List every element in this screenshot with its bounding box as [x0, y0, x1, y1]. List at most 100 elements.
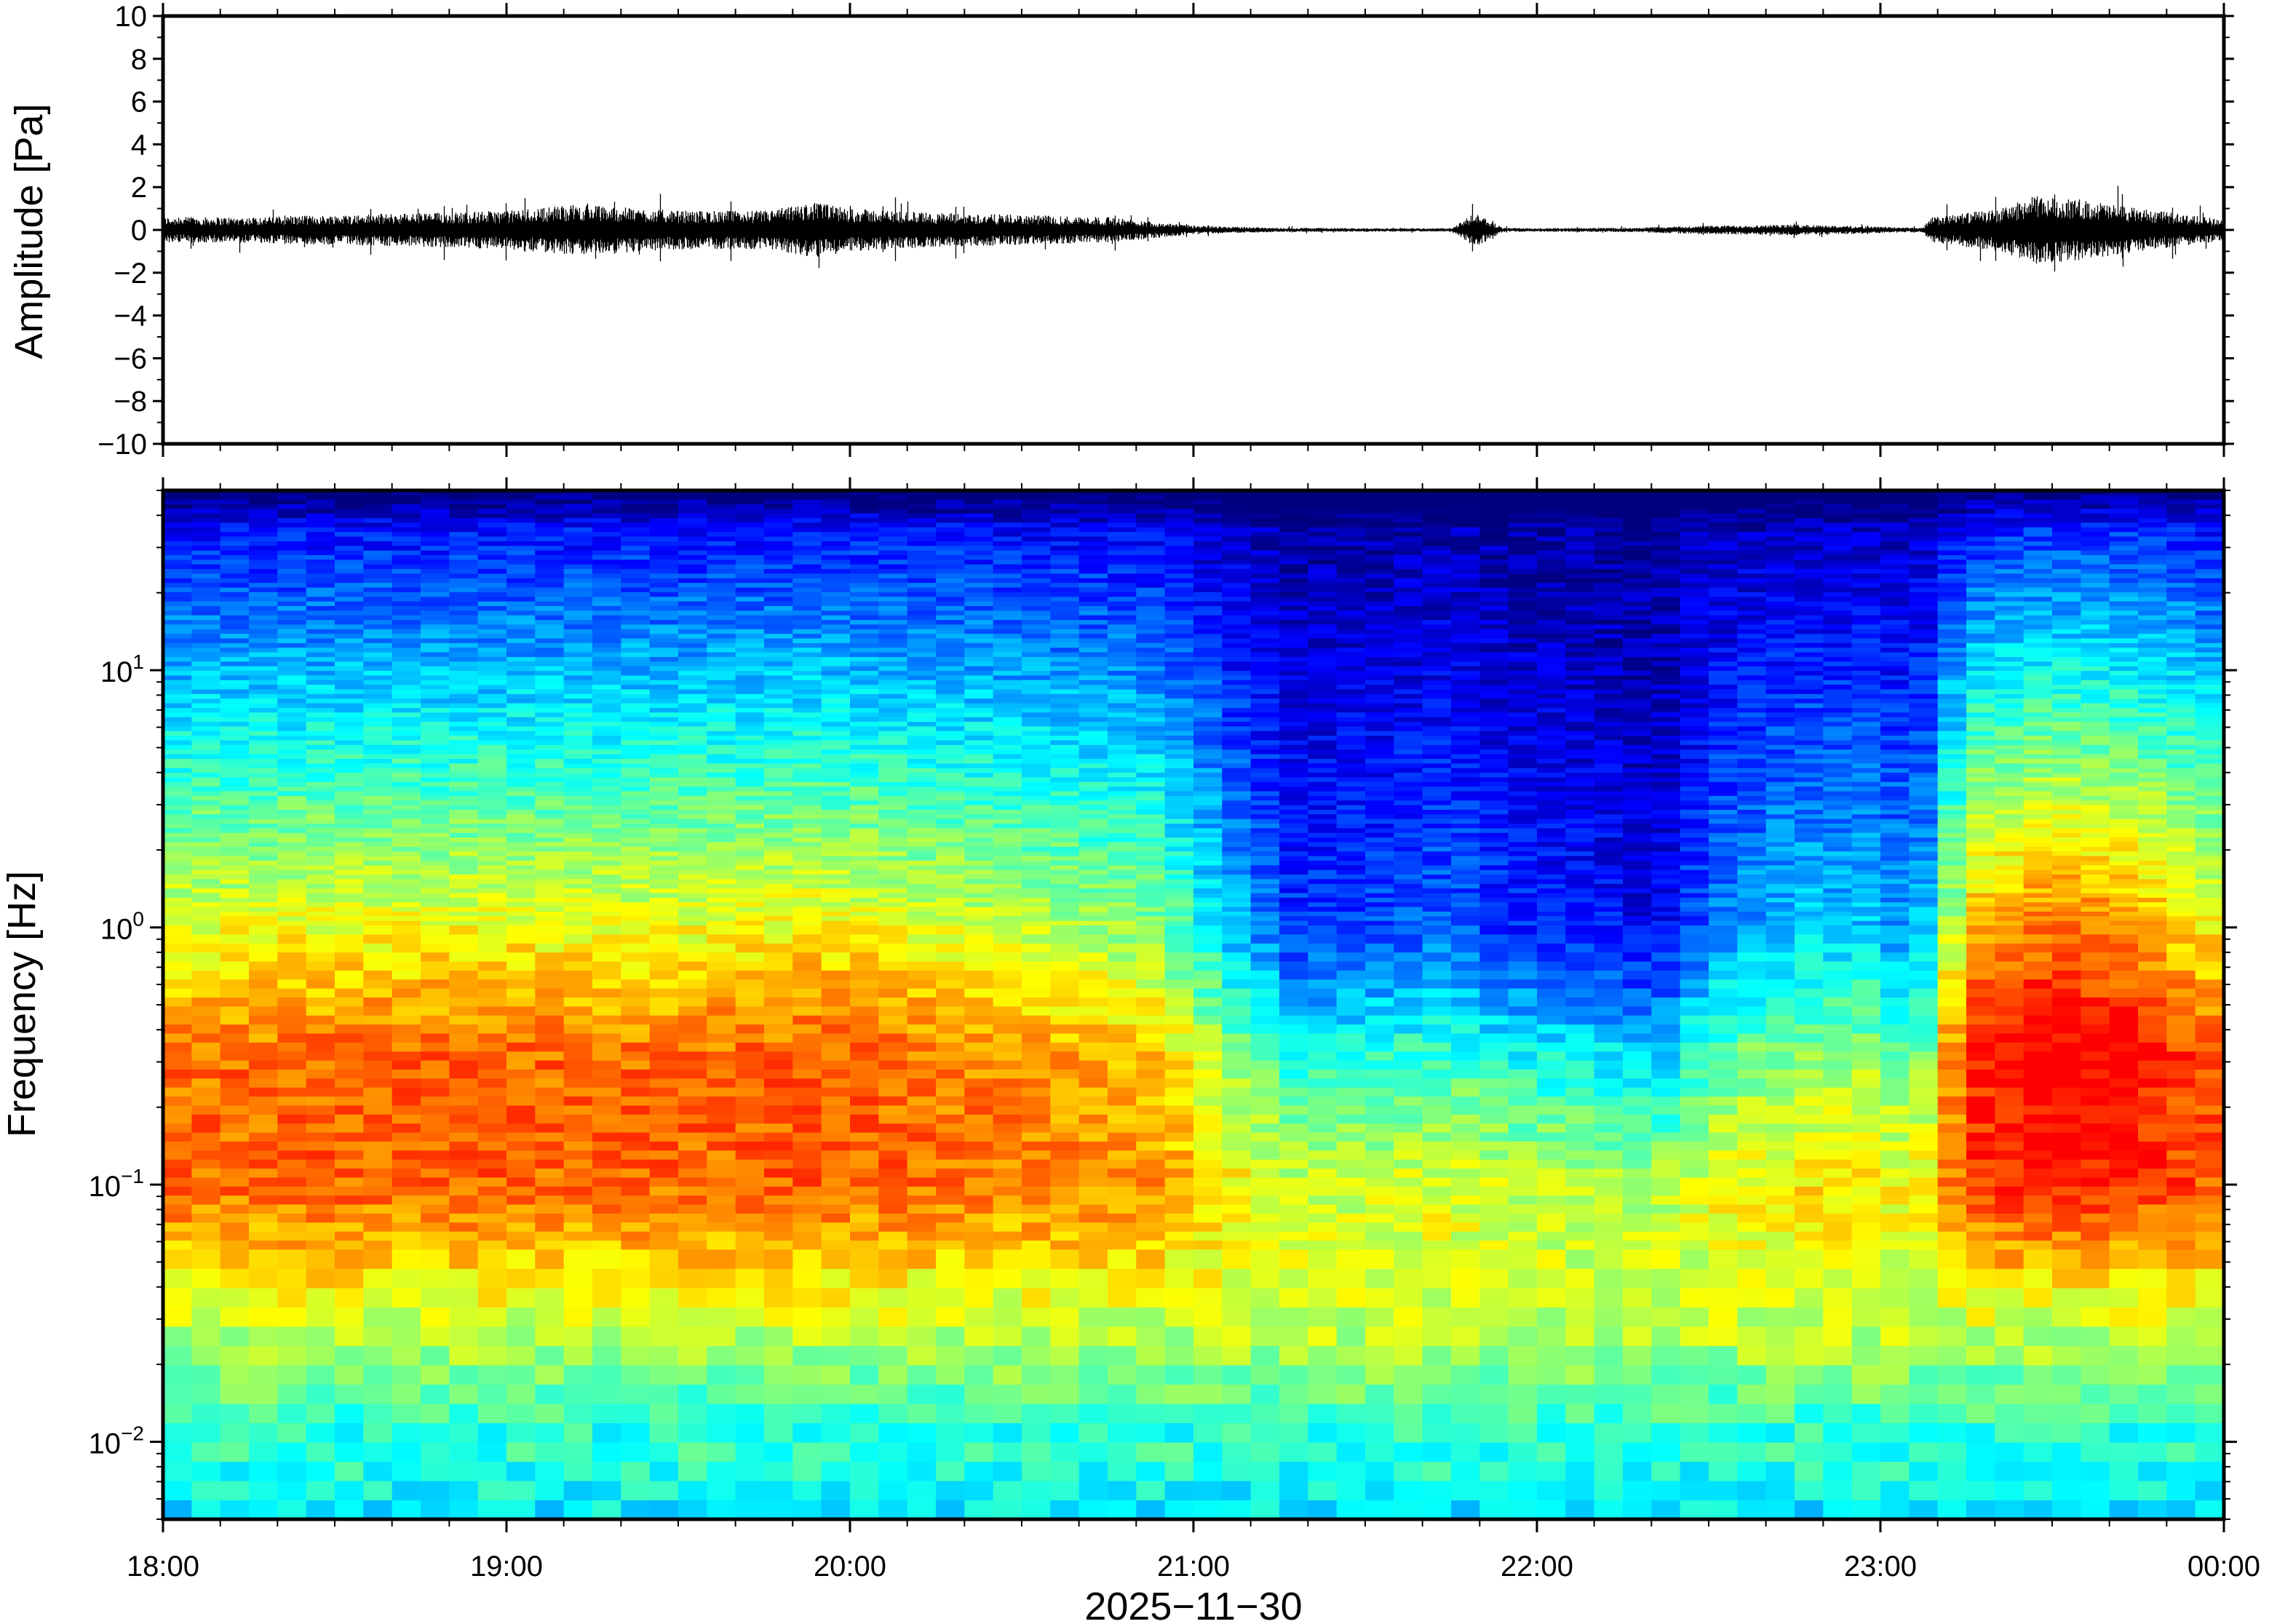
spectrogram-cell — [792, 670, 822, 676]
spectrogram-cell — [735, 855, 765, 861]
spectrogram-cell — [1078, 841, 1108, 847]
spectrogram-cell — [993, 1024, 1022, 1034]
spectrogram-cell — [592, 1186, 621, 1196]
spectrogram-cell — [1108, 1024, 1137, 1034]
spectrogram-cell — [449, 637, 479, 643]
spectrogram-cell — [1108, 864, 1137, 870]
spectrogram-cell — [735, 1051, 765, 1061]
spectrogram-cell — [563, 1177, 593, 1187]
spectrogram-cell — [477, 527, 507, 533]
spectrogram-cell — [249, 758, 278, 764]
spectrogram-cell — [191, 786, 221, 792]
spectrogram-cell — [449, 841, 479, 847]
spectrogram-cell — [249, 605, 278, 611]
spectrogram-cell — [735, 1403, 765, 1424]
spectrogram-cell — [821, 1203, 851, 1214]
spectrogram-cell — [249, 869, 278, 875]
spectrogram-cell — [678, 596, 707, 602]
spectrogram-cell — [678, 656, 707, 662]
spectrogram-cell — [535, 499, 565, 504]
spectrogram-cell — [535, 832, 565, 838]
spectrogram-cell — [421, 934, 450, 944]
spectrogram-cell — [477, 1268, 507, 1289]
spectrogram-cell — [821, 758, 851, 764]
spectrogram-cell — [735, 920, 765, 926]
spectrogram-cell — [220, 864, 250, 870]
spectrogram-cell — [563, 979, 593, 989]
spectrogram-cell — [878, 642, 908, 648]
spectrogram-cell — [163, 536, 192, 541]
spectrogram-cell — [678, 1500, 707, 1519]
spectrogram-cell — [964, 522, 994, 528]
spectrogram-cell — [649, 1150, 679, 1160]
spectrogram-cell — [191, 763, 221, 768]
spectrogram-cell — [191, 906, 221, 912]
spectrogram-cell — [535, 915, 565, 921]
spectrogram-cell — [421, 1326, 450, 1346]
spectrogram-cell — [764, 1096, 793, 1106]
spectrogram-cell — [621, 541, 651, 546]
spectrogram-cell — [707, 559, 736, 565]
spectrogram-cell — [163, 1422, 192, 1443]
spectrogram-cell — [1022, 702, 1051, 708]
spectrogram-cell — [764, 878, 793, 884]
spectrogram-cell — [850, 827, 879, 833]
spectrogram-cell — [821, 582, 851, 588]
spectrogram-cell — [993, 874, 1022, 880]
spectrogram-cell — [735, 1114, 765, 1124]
spectrogram-cell — [964, 819, 994, 824]
spectrogram-cell — [477, 943, 507, 953]
spectrogram-cell — [821, 795, 851, 801]
spectrogram-cell — [1050, 1222, 1080, 1232]
spectrogram-cell — [1108, 911, 1137, 917]
spectrogram-cell — [1022, 823, 1051, 829]
spectrogram-cell — [821, 901, 851, 907]
spectrogram-cell — [907, 915, 937, 921]
spectrogram-cell — [477, 920, 507, 926]
spectrogram-cell — [621, 731, 651, 736]
spectrogram-cell — [563, 610, 593, 616]
spectrogram-cell — [506, 1087, 536, 1097]
spectrogram-cell — [850, 1249, 879, 1269]
spectrogram-cell — [506, 592, 536, 597]
spectrogram-cell — [449, 541, 479, 546]
spectrogram-cell — [878, 1168, 908, 1178]
spectrogram-cell — [878, 855, 908, 861]
spectrogram-cell — [1108, 837, 1137, 843]
spectrogram-cell — [592, 749, 621, 755]
spectrogram-cell — [449, 1345, 479, 1366]
spectrogram-cell — [335, 541, 364, 546]
spectrogram-cell — [535, 637, 565, 643]
spectrogram-cell — [1022, 1123, 1051, 1133]
spectrogram-cell — [707, 688, 736, 694]
spectrogram-cell — [535, 680, 565, 685]
spectrogram-cell — [764, 735, 793, 741]
spectrogram-cell — [792, 753, 822, 759]
spectrogram-cell — [678, 564, 707, 570]
spectrogram-cell — [363, 499, 393, 504]
spectrogram-cell — [535, 1384, 565, 1404]
spectrogram-cell — [735, 851, 765, 856]
spectrogram-cell — [878, 1384, 908, 1404]
spectrogram-cell — [506, 596, 536, 602]
spectrogram-cell — [335, 878, 364, 884]
spectrogram-cell — [1078, 892, 1108, 898]
spectrogram-cell — [821, 934, 851, 944]
spectrogram-cell — [707, 1287, 736, 1307]
spectrogram-cell — [878, 758, 908, 764]
spectrogram-cell — [1022, 652, 1051, 657]
spectrogram-cell — [621, 763, 651, 768]
spectrogram-cell — [449, 776, 479, 782]
spectrogram-cell — [392, 813, 421, 819]
spectrogram-cell — [335, 637, 364, 643]
spectrogram-cell — [678, 527, 707, 533]
spectrogram-cell — [878, 911, 908, 917]
spectrogram-cell — [907, 670, 937, 676]
spectrogram-cell — [506, 661, 536, 666]
spectrogram-cell — [993, 1213, 1022, 1223]
spectrogram-cell — [678, 1087, 707, 1097]
spectrogram-cell — [220, 688, 250, 694]
spectrogram-cell — [421, 864, 450, 870]
spectrogram-cell — [792, 1150, 822, 1160]
spectrogram-cell — [1022, 536, 1051, 541]
